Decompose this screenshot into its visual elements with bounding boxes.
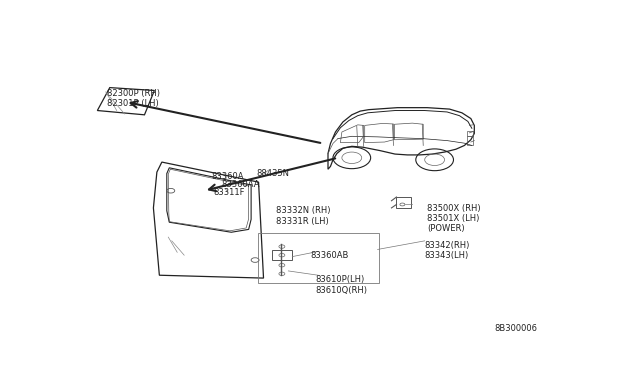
Text: 82300P (RH)
82301P (LH): 82300P (RH) 82301P (LH) (108, 89, 160, 109)
Bar (273, 250, 292, 260)
Text: 83332N (RH)
83331R (LH): 83332N (RH) 83331R (LH) (276, 206, 330, 226)
Text: 83311F: 83311F (213, 189, 244, 198)
Text: 83342(RH)
83343(LH): 83342(RH) 83343(LH) (425, 241, 470, 260)
Text: 83500X (RH)
83501X (LH)
(POWER): 83500X (RH) 83501X (LH) (POWER) (428, 203, 481, 233)
Text: 83360A: 83360A (211, 172, 244, 181)
Bar (396, 197, 412, 208)
Text: 83610P(LH)
83610Q(RH): 83610P(LH) 83610Q(RH) (316, 275, 367, 295)
Bar (467, 136, 473, 145)
Text: 8B300006: 8B300006 (494, 324, 537, 333)
Text: 83360AA: 83360AA (221, 180, 260, 189)
Text: 88435N: 88435N (256, 169, 289, 178)
Text: 83360AB: 83360AB (310, 251, 349, 260)
Bar (467, 131, 473, 136)
Bar (257, 233, 379, 283)
